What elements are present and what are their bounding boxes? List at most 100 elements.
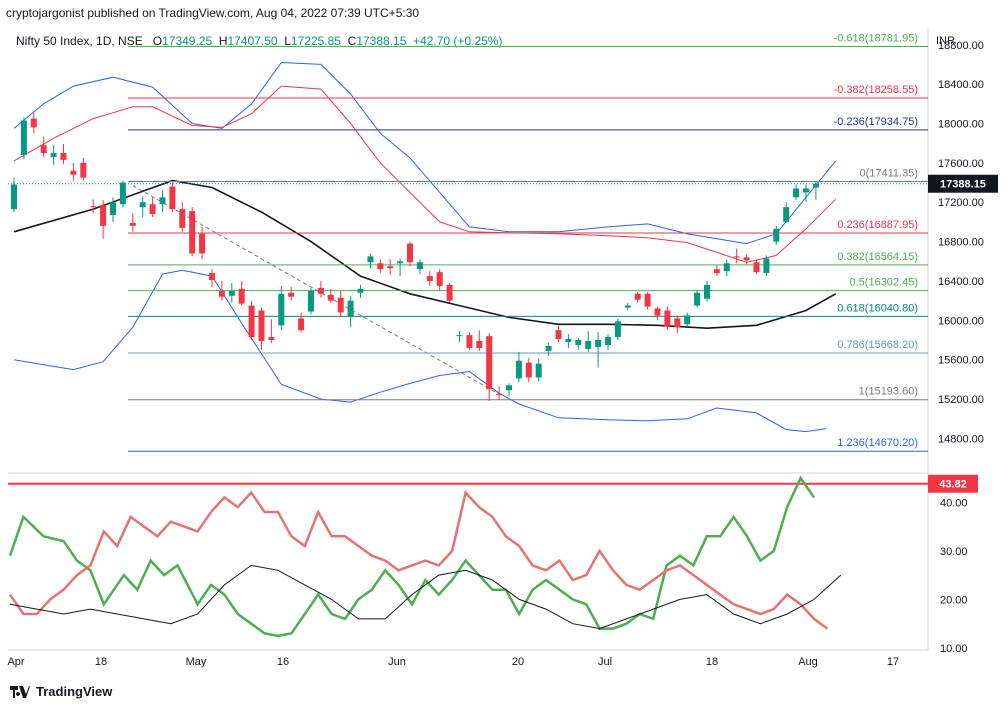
dashed-trendline — [132, 185, 500, 395]
candle-body — [407, 243, 413, 263]
candle-body — [743, 257, 750, 261]
candle-body — [139, 202, 146, 208]
candle-body — [110, 202, 116, 216]
price-tick-label: 18400.00 — [938, 79, 984, 91]
price-tick-label: 16000.00 — [938, 315, 984, 327]
candle-body — [278, 293, 285, 326]
tradingview-logo-icon — [10, 685, 30, 698]
candle-body — [763, 258, 770, 274]
candle-body — [674, 318, 681, 328]
indicator-tick-label: 10.00 — [940, 643, 968, 655]
candle-body — [50, 153, 57, 157]
candle-body — [733, 256, 740, 258]
price-tick-label: 18800.00 — [938, 40, 984, 52]
price-tick-label: 16400.00 — [938, 276, 984, 288]
candle-body — [268, 337, 275, 341]
publisher-line: cryptojargonist published on TradingView… — [6, 6, 420, 20]
candle-body — [199, 233, 206, 254]
candle-body — [70, 170, 77, 175]
candle-body — [466, 335, 473, 348]
candle-body — [555, 330, 562, 340]
candle-body — [288, 292, 295, 297]
bollinger-upper-band — [13, 61, 837, 245]
fib-level-label: -0.236(17934.75) — [834, 116, 918, 128]
time-tick-label: Jun — [388, 656, 406, 668]
indicator-tick-label: 20.00 — [940, 594, 968, 606]
candle-body — [218, 290, 225, 297]
currency-label: INR — [936, 35, 955, 47]
candle-body — [783, 207, 790, 222]
fib-level-label: 0.786(15668.20) — [837, 339, 918, 351]
close-label: C — [347, 34, 357, 48]
candle-body — [713, 269, 720, 274]
candle-body — [248, 305, 255, 338]
price-tick-label: 18000.00 — [938, 119, 984, 131]
candle-body — [535, 363, 542, 378]
indicator-series-line — [8, 490, 829, 630]
candle-body — [525, 362, 532, 378]
fib-level-label: 1.236(14670.20) — [837, 437, 918, 449]
candle-body — [436, 272, 443, 286]
candle-body — [337, 297, 344, 313]
candle-body — [793, 188, 800, 198]
indicator-tick-label: 30.00 — [940, 546, 968, 558]
fib-level-label: 0(17411.35) — [859, 167, 918, 179]
candle-body — [723, 263, 730, 272]
fib-level-label: -0.618(18781.95) — [834, 33, 918, 45]
time-tick-label: 18 — [706, 656, 718, 668]
candle-body — [654, 308, 661, 316]
candle-body — [327, 294, 334, 301]
candle-body — [545, 345, 552, 351]
candle-body — [298, 318, 305, 331]
candle-body — [367, 256, 374, 263]
candle-body — [515, 360, 522, 379]
fib-level-label: 0.236(16887.95) — [837, 219, 918, 231]
candle-body — [704, 284, 710, 299]
candle-body — [189, 211, 196, 254]
candle-body — [100, 205, 107, 226]
candle-body — [258, 310, 265, 342]
candle-body — [60, 153, 67, 160]
candle-body — [209, 273, 215, 281]
price-tick-label: 15600.00 — [938, 355, 984, 367]
indicator-tick-label: 40.00 — [940, 497, 968, 509]
time-tick-label: Aug — [798, 656, 818, 668]
low-value: 17225.85 — [290, 34, 341, 48]
candle-body — [605, 337, 611, 345]
candle-body — [40, 145, 47, 154]
tradingview-brand: TradingView — [10, 684, 112, 699]
candle-body — [634, 293, 641, 300]
price-tick-label: 17200.00 — [938, 197, 984, 209]
price-tick-label: 16800.00 — [938, 237, 984, 249]
candle-body — [90, 206, 97, 208]
indicator-series-line — [9, 564, 842, 630]
candle-body — [357, 288, 364, 293]
candle-body — [585, 341, 592, 349]
candle-body — [129, 222, 136, 226]
candle-body — [308, 290, 314, 312]
fib-level-label: 1(15193.60) — [859, 386, 918, 398]
candle-body — [238, 288, 245, 304]
candle-body — [664, 310, 671, 327]
last-price-badge — [928, 174, 998, 193]
candle-body — [387, 266, 394, 269]
candle-body — [812, 183, 819, 188]
candle-body — [11, 184, 17, 210]
time-tick-label: Jul — [598, 656, 612, 668]
candle-body — [595, 340, 602, 347]
candle-body — [20, 120, 27, 156]
bollinger-basis-line — [13, 85, 837, 263]
candle-body — [575, 340, 582, 345]
symbol-legend: Nifty 50 Index, 1D, NSE O17349.25 H17407… — [16, 34, 502, 48]
symbol-name: Nifty 50 Index, 1D, NSE — [16, 34, 143, 48]
candle-body — [159, 197, 166, 205]
candle-body — [317, 287, 324, 294]
candle-body — [456, 335, 463, 337]
candle-body — [397, 261, 404, 264]
low-label: L — [284, 34, 291, 48]
fib-level-label: -0.382(18258.55) — [834, 84, 918, 96]
candle-body — [476, 341, 483, 348]
candle-body — [486, 336, 493, 390]
time-tick-label: 18 — [95, 656, 107, 668]
